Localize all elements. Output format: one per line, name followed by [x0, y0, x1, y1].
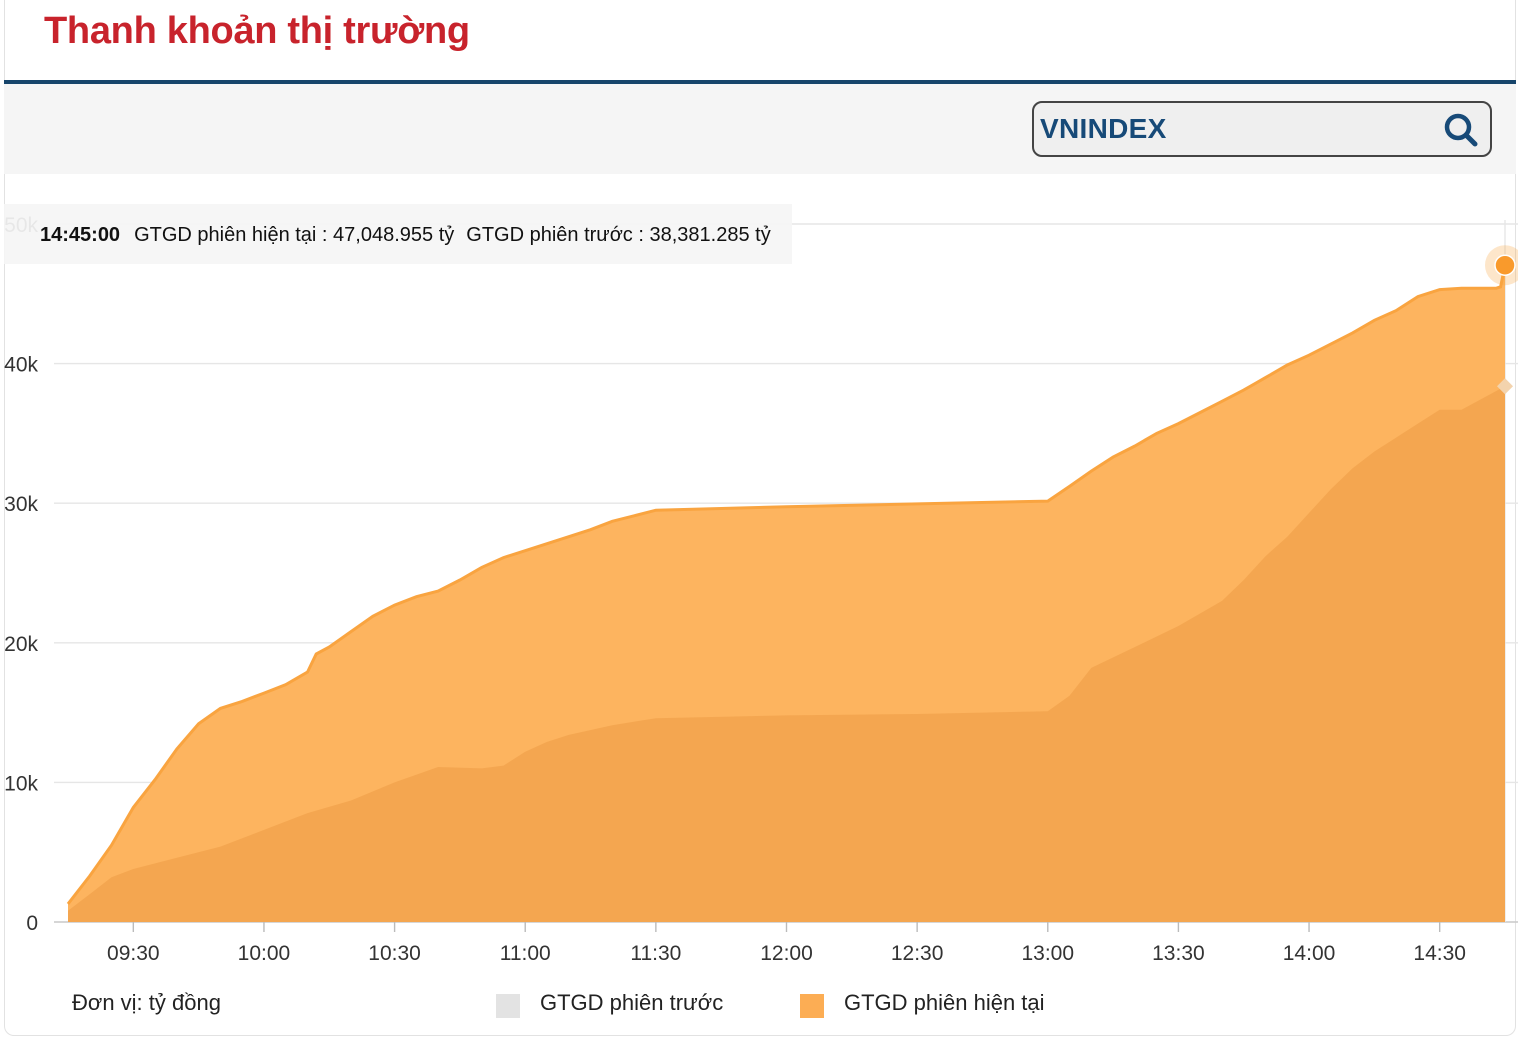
x-tick-label: 11:30 — [630, 942, 681, 965]
x-tick-label: 13:30 — [1152, 942, 1205, 965]
tooltip-time: 14:45:00 — [40, 224, 121, 246]
area-previous-session[interactable] — [68, 386, 1505, 922]
chart-tooltip: 14:45:00 GTGD phiên hiện tại : 47,048.955… — [4, 204, 792, 264]
unit-label: Đơn vị: tỷ đồng — [72, 990, 221, 1015]
x-tick-label: 14:00 — [1283, 942, 1336, 965]
x-tick-label: 12:00 — [760, 942, 813, 965]
x-tick-label: 14:30 — [1413, 942, 1466, 965]
x-tick-label: 13:00 — [1021, 942, 1074, 965]
search-value: VNINDEX — [1040, 113, 1167, 144]
symbol-search-input[interactable]: VNINDEX — [1032, 101, 1492, 157]
x-tick-label: 10:30 — [368, 942, 421, 965]
line-current-session — [66, 264, 1507, 905]
y-tick-label: 0 — [26, 912, 38, 935]
tooltip-previous-value: GTGD phiên trước : 38,381.285 tỷ — [466, 224, 771, 246]
legend-label-previous: GTGD phiên trước — [540, 990, 724, 1015]
x-tick-label: 09:30 — [107, 942, 160, 965]
y-tick-label: 20k — [4, 633, 38, 656]
y-tick-label: 10k — [4, 772, 38, 795]
y-tick-label: 30k — [4, 493, 38, 516]
legend-swatch-current — [800, 994, 824, 1018]
hover-marker-previous — [1497, 378, 1513, 395]
legend-label-current: GTGD phiên hiện tại — [844, 990, 1045, 1015]
search-icon[interactable] — [1442, 111, 1480, 149]
y-tick-label: 40k — [4, 354, 38, 377]
x-tick-label: 11:00 — [500, 942, 551, 965]
header-divider — [4, 80, 1516, 84]
x-tick-label: 10:00 — [238, 942, 291, 965]
page-title: Thanh khoản thị trường — [44, 10, 470, 52]
legend-swatch-previous — [496, 994, 520, 1018]
tooltip-current-value: GTGD phiên hiện tại : 47,048.955 tỷ — [134, 224, 455, 246]
x-tick-label: 12:30 — [891, 942, 944, 965]
hover-marker — [1494, 254, 1516, 276]
